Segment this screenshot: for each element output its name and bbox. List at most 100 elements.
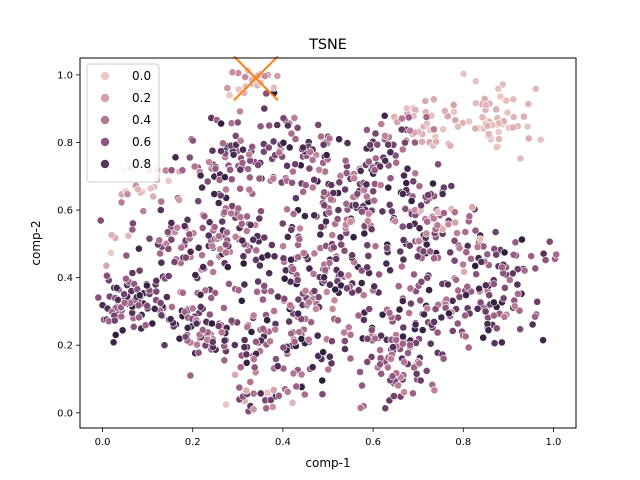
scatter-point xyxy=(489,311,498,320)
scatter-point xyxy=(236,136,245,145)
scatter-point xyxy=(167,235,176,244)
scatter-point xyxy=(183,323,192,332)
scatter-point xyxy=(461,228,470,236)
scatter-point xyxy=(278,219,287,228)
scatter-point xyxy=(290,114,299,122)
scatter-point xyxy=(370,196,378,205)
scatter-point xyxy=(528,320,537,329)
scatter-point xyxy=(143,301,152,310)
scatter-point xyxy=(198,223,207,232)
scatter-point xyxy=(520,112,528,121)
scatter-point xyxy=(254,277,262,286)
scatter-point xyxy=(313,331,322,340)
scatter-point xyxy=(185,153,194,162)
scatter-point xyxy=(142,281,151,290)
y-tick-label: 0.6 xyxy=(57,206,73,217)
scatter-point xyxy=(286,301,295,310)
scatter-point xyxy=(264,143,273,152)
scatter-point xyxy=(240,280,249,289)
scatter-point xyxy=(227,316,236,325)
scatter-point xyxy=(290,337,299,346)
scatter-point xyxy=(242,386,251,395)
scatter-point xyxy=(308,363,317,372)
scatter-point xyxy=(382,259,391,268)
scatter-point xyxy=(96,216,105,225)
scatter-point xyxy=(336,270,345,279)
scatter-point xyxy=(306,147,315,156)
scatter-point xyxy=(356,368,364,376)
scatter-point xyxy=(145,234,154,243)
legend-marker xyxy=(100,71,110,81)
scatter-point xyxy=(381,131,389,140)
scatter-point xyxy=(459,70,468,78)
scatter-point xyxy=(292,382,301,391)
scatter-point xyxy=(320,273,328,282)
scatter-point xyxy=(378,207,387,216)
highlight-x-marker xyxy=(233,55,279,101)
scatter-point xyxy=(109,338,118,347)
scatter-point xyxy=(348,251,356,260)
scatter-point xyxy=(430,254,438,263)
scatter-point xyxy=(408,389,417,398)
legend-label: 0.0 xyxy=(132,69,151,83)
scatter-point xyxy=(252,337,260,346)
scatter-point xyxy=(206,259,215,268)
y-tick-label: 0.4 xyxy=(57,273,73,284)
scatter-point xyxy=(401,204,410,213)
scatter-point xyxy=(318,390,327,399)
scatter-point xyxy=(190,162,199,171)
scatter-point xyxy=(424,191,433,199)
scatter-point xyxy=(329,243,338,252)
scatter-point xyxy=(399,255,408,264)
x-axis-label: comp-1 xyxy=(305,456,350,470)
scatter-point xyxy=(227,209,235,218)
scatter-point xyxy=(120,290,128,299)
scatter-point xyxy=(465,117,473,126)
scatter-point xyxy=(283,232,292,241)
scatter-point xyxy=(434,160,442,169)
scatter-point xyxy=(439,125,448,134)
scatter-point xyxy=(492,324,501,333)
scatter-point xyxy=(405,241,414,250)
scatter-point xyxy=(376,346,384,354)
scatter-point xyxy=(188,304,197,313)
scatter-point xyxy=(253,287,261,296)
scatter-point xyxy=(353,189,362,198)
scatter-point xyxy=(134,301,143,310)
scatter-point xyxy=(411,169,420,178)
y-axis: 0.0 0.2 0.4 0.6 0.8 1.0 xyxy=(57,70,80,419)
scatter-point xyxy=(369,187,378,196)
scatter-point xyxy=(135,266,144,275)
scatter-point xyxy=(230,341,239,349)
scatter-point xyxy=(198,251,206,260)
scatter-point xyxy=(162,293,171,301)
scatter-point xyxy=(450,256,459,265)
scatter-point xyxy=(455,292,464,301)
scatter-point xyxy=(310,249,319,258)
scatter-point xyxy=(102,261,111,270)
scatter-point xyxy=(383,363,392,372)
scatter-point xyxy=(279,254,288,263)
scatter-point xyxy=(214,199,223,207)
scatter-point xyxy=(413,252,422,261)
scatter-point xyxy=(411,320,420,329)
scatter-point xyxy=(541,256,550,264)
scatter-point xyxy=(460,267,468,276)
scatter-point xyxy=(356,166,365,175)
scatter-point xyxy=(327,181,336,189)
scatter-point xyxy=(135,313,143,322)
legend-marker xyxy=(100,115,110,125)
scatter-point xyxy=(419,247,428,256)
scatter-point xyxy=(336,171,345,180)
scatter-point xyxy=(325,134,334,143)
scatter-point xyxy=(233,118,242,127)
scatter-point xyxy=(367,326,376,334)
scatter-point xyxy=(439,354,448,363)
scatter-point xyxy=(209,268,217,276)
scatter-point xyxy=(279,138,288,147)
scatter-point xyxy=(167,166,176,175)
scatter-point xyxy=(249,389,258,398)
scatter-point xyxy=(363,263,372,272)
scatter-point xyxy=(124,231,133,240)
scatter-point xyxy=(473,243,482,251)
